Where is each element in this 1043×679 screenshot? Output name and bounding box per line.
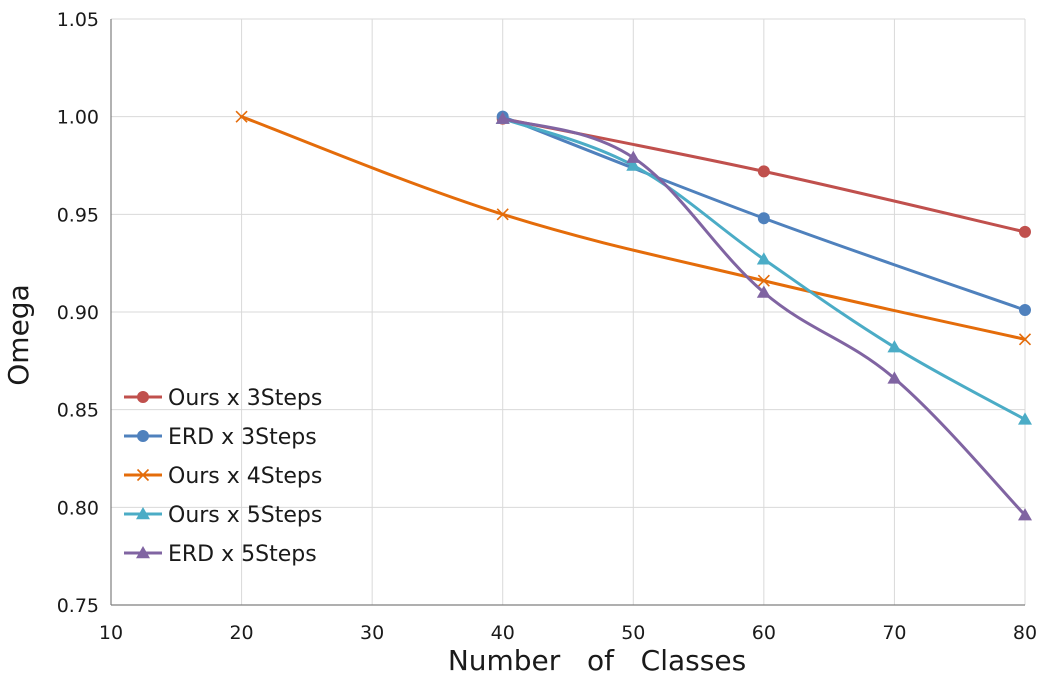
data-point (496, 208, 509, 221)
legend-marker (136, 546, 150, 559)
legend-entry: Ours x 5Steps (124, 503, 322, 528)
data-point (887, 371, 902, 384)
legend-label: ERD x 3Steps (168, 425, 317, 450)
y-tick-label: 0.75 (57, 595, 99, 617)
series-ours-x-4steps (235, 110, 1032, 346)
y-tick-label: 0.90 (57, 302, 99, 324)
data-point (757, 274, 770, 287)
x-tick-label: 10 (99, 622, 123, 644)
legend-label: Ours x 3Steps (168, 386, 322, 411)
legend-marker (137, 391, 149, 403)
series-line (240, 115, 1027, 341)
y-axis-title: Omega (2, 284, 35, 385)
legend-entry: ERD x 5Steps (124, 542, 317, 567)
x-tick-label: 30 (360, 622, 384, 644)
data-point (756, 252, 771, 265)
x-tick-labels: 10 20 30 40 50 60 70 80 (99, 622, 1037, 644)
x-tick-label: 50 (621, 622, 645, 644)
x-tick-label: 60 (752, 622, 776, 644)
data-point (757, 212, 770, 225)
x-tick-label: 20 (229, 622, 253, 644)
data-point (1018, 412, 1032, 425)
y-tick-label: 1.05 (57, 9, 99, 31)
legend: Ours x 3Steps ERD x 3Steps Ours x 4Steps Ou… (124, 386, 322, 567)
data-point (1019, 304, 1031, 317)
x-axis-title: Number of Classes (448, 644, 746, 677)
data-point (756, 285, 771, 298)
data-point (1019, 225, 1031, 238)
axes (110, 19, 1025, 606)
y-tick-label: 1.00 (57, 107, 99, 129)
data-point (626, 150, 641, 163)
legend-entry: Ours x 3Steps (124, 386, 322, 411)
y-tick-label: 0.95 (57, 204, 99, 226)
data-point (1018, 333, 1032, 346)
data-point (887, 340, 902, 353)
data-point (235, 110, 248, 123)
legend-marker (136, 507, 150, 520)
legend-entry: Ours x 4Steps (124, 464, 322, 489)
legend-label: Ours x 4Steps (168, 464, 322, 489)
legend-marker (136, 468, 150, 482)
data-point (626, 158, 641, 171)
y-tick-label: 0.85 (57, 400, 99, 422)
y-tick-labels: 0.75 0.80 0.85 0.90 0.95 1.00 1.05 (57, 9, 99, 617)
data-point (757, 165, 770, 178)
legend-marker (137, 430, 149, 442)
legend-label: ERD x 5Steps (168, 542, 317, 567)
legend-label: Ours x 5Steps (168, 503, 322, 528)
series-lines (235, 110, 1032, 521)
series-erd-x-5steps (495, 111, 1032, 521)
data-point (495, 111, 510, 124)
x-tick-label: 70 (882, 622, 906, 644)
x-tick-label: 80 (1013, 622, 1037, 644)
x-tick-label: 40 (491, 622, 515, 644)
legend-entry: ERD x 3Steps (124, 425, 317, 450)
data-point (1018, 508, 1032, 521)
y-tick-label: 0.80 (57, 497, 99, 519)
